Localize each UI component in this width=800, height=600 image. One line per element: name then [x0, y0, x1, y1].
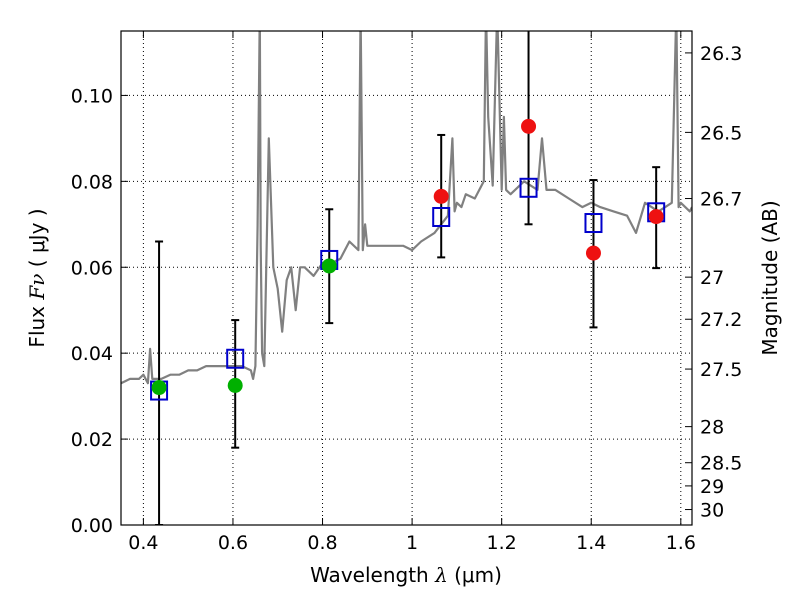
y-axis-label-symbol: Fν [25, 274, 49, 301]
y-tick-label: 0.02 [71, 429, 113, 451]
y2-axis-label: Magnitude (AB) [758, 200, 782, 355]
plot-frame [120, 30, 693, 526]
x-axis-label-main: Wavelength [310, 563, 429, 587]
y2-tick-label: 29 [700, 476, 724, 498]
axis-ticks: 0.4 0.6 0.8 1 1.2 1.4 1.6 0.00 0.02 0.04 0.06 0.08 0… [71, 31, 742, 554]
x-axis-label: Wavelength λ (μm) [310, 563, 502, 587]
y2-tick-label: 30 [700, 500, 724, 522]
spectrum-line [121, 31, 692, 385]
y-tick-label: 0.04 [71, 343, 113, 365]
model-photometry-square [432, 207, 451, 228]
y-axis-label-main: Flux [25, 306, 49, 348]
x-tick-label: 1.4 [576, 532, 606, 554]
y2-tick-label: 27.2 [700, 309, 742, 331]
model-photometry-square [519, 177, 538, 198]
y-tick-label: 0.00 [71, 515, 113, 537]
photometry-point [227, 377, 243, 393]
y2-tick-label: 28.5 [700, 453, 742, 475]
y2-tick-label: 27 [700, 267, 724, 289]
y2-tick-label: 26.3 [700, 43, 742, 65]
y2-tick-label: 26.7 [700, 189, 742, 211]
y2-tick-label: 28 [700, 417, 724, 439]
photometry-point [585, 245, 601, 261]
y2-tick-label: 26.5 [700, 122, 742, 144]
photometry-point [321, 258, 337, 274]
model-photometry-square [226, 348, 245, 369]
photometry-point [433, 188, 449, 204]
x-axis-label-unit: (μm) [454, 563, 502, 587]
x-tick-label: 0.6 [218, 532, 248, 554]
y-axis-label-unit: ( μJy ) [25, 208, 49, 267]
y-tick-label: 0.10 [71, 85, 113, 107]
grid [121, 31, 692, 526]
photometry-point [521, 118, 537, 134]
x-tick-label: 1 [406, 532, 418, 554]
model-photometry-square [584, 213, 603, 234]
y-tick-label: 0.06 [71, 257, 113, 279]
photometry-point [151, 380, 167, 396]
x-tick-label: 0.8 [307, 532, 337, 554]
x-tick-label: 1.6 [666, 532, 696, 554]
x-tick-label: 0.4 [128, 532, 158, 554]
plot-area [121, 31, 692, 525]
photometry-point [648, 209, 664, 225]
x-tick-label: 1.2 [487, 532, 517, 554]
y2-tick-label: 27.5 [700, 359, 742, 381]
y-tick-label: 0.08 [71, 171, 113, 193]
y-axis-label: Flux Fν ( μJy ) [25, 208, 49, 347]
x-axis-label-symbol: λ [434, 563, 448, 587]
